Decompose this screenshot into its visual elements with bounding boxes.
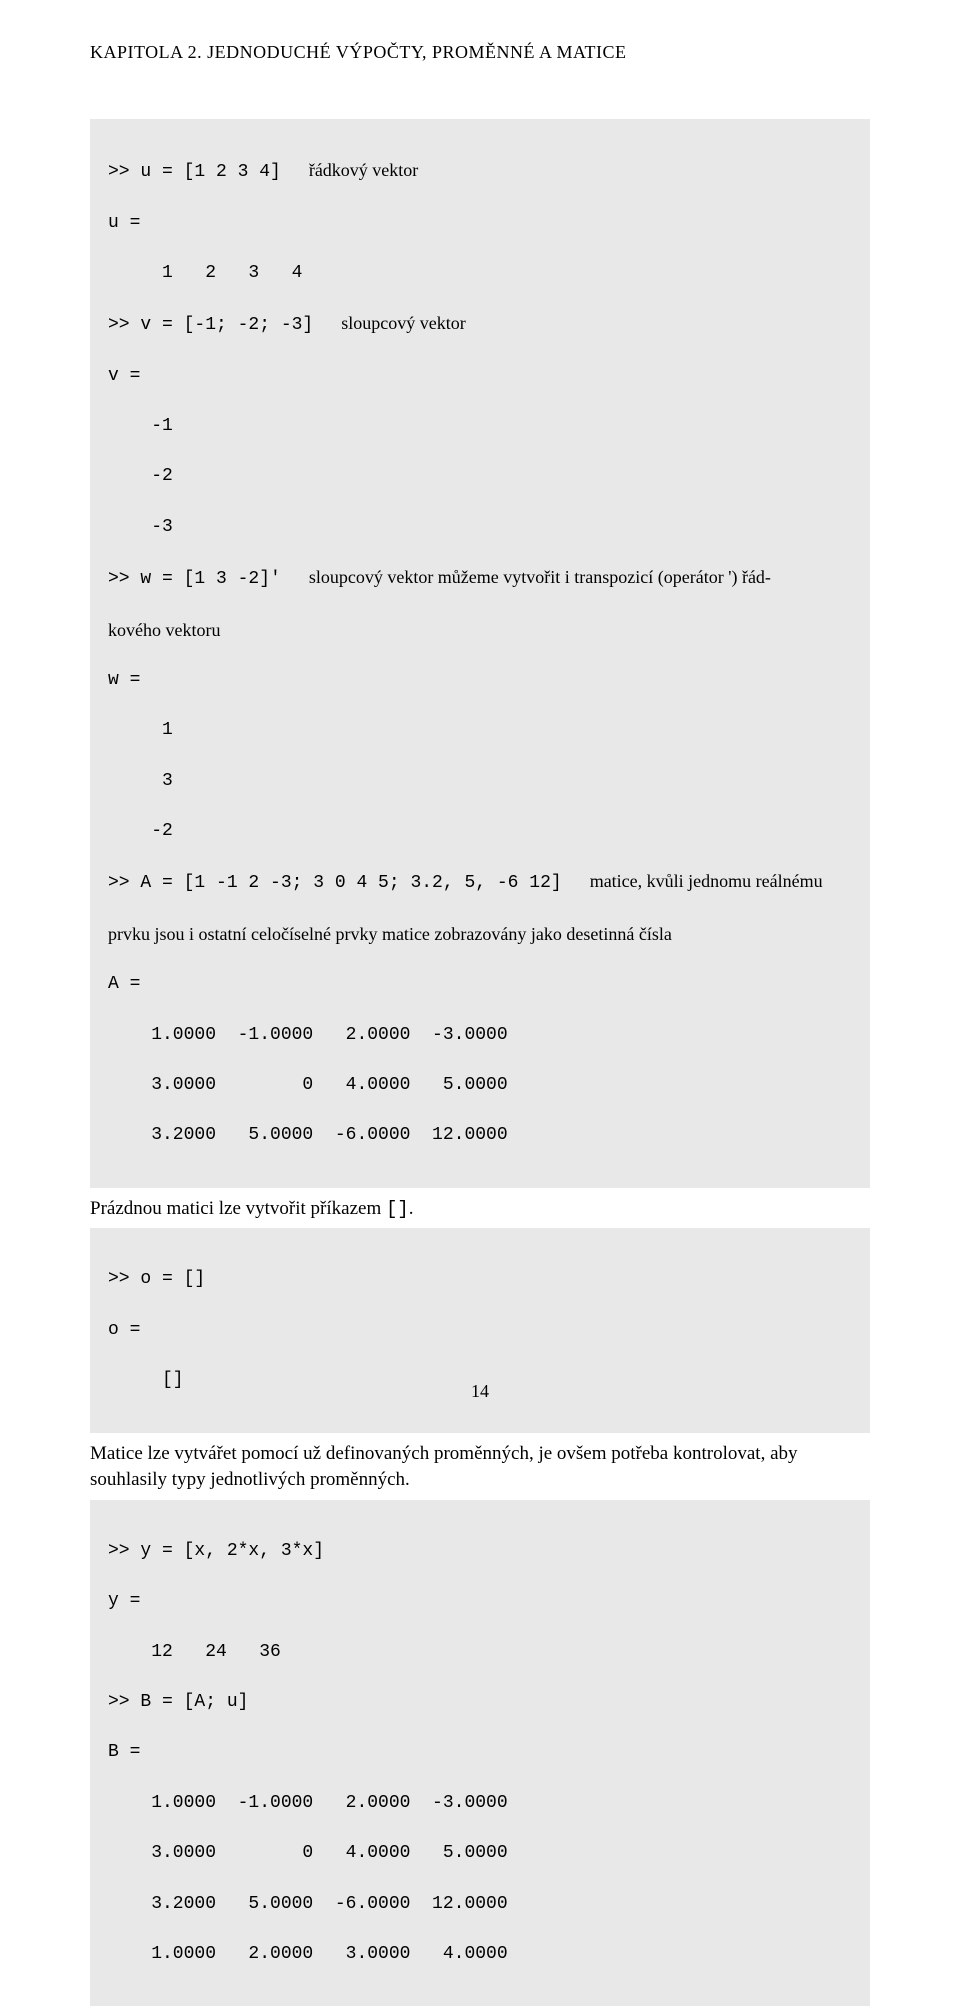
code-comment: sloupcový vektor [313, 311, 465, 336]
code-line: 3.0000 0 4.0000 5.0000 [108, 1073, 852, 1098]
code-line: 1.0000 -1.0000 2.0000 -3.0000 [108, 1023, 852, 1048]
chapter-header: KAPITOLA 2. JEDNODUCHÉ VÝPOČTY, PROMĚNNÉ… [90, 42, 870, 63]
code-line: 1 2 3 4 [108, 261, 852, 286]
code-line: v = [108, 364, 852, 389]
code-line: -3 [108, 515, 852, 540]
code-line: >> w = [1 3 -2]'sloupcový vektor můžeme … [108, 565, 852, 592]
code-line: 3.2000 5.0000 -6.0000 12.0000 [108, 1123, 852, 1148]
code-comment-cont: kového vektoru [108, 618, 852, 643]
para-text: Prázdnou matici lze vytvořit příkazem [90, 1198, 386, 1219]
code-line: 3.0000 0 4.0000 5.0000 [108, 1841, 852, 1866]
code-line: 1.0000 -1.0000 2.0000 -3.0000 [108, 1791, 852, 1816]
code-line: >> B = [A; u] [108, 1690, 852, 1715]
code-text: >> A = [1 -1 2 -3; 3 0 4 5; 3.2, 5, -6 1… [108, 871, 562, 896]
code-text: >> w = [1 3 -2]' [108, 567, 281, 592]
code-line: 1 [108, 718, 852, 743]
code-line: -1 [108, 414, 852, 439]
code-line: y = [108, 1589, 852, 1614]
code-comment: řádkový vektor [281, 158, 418, 183]
code-line: -2 [108, 819, 852, 844]
code-line: >> u = [1 2 3 4]řádkový vektor [108, 158, 852, 185]
inline-code: [] [386, 1198, 409, 1220]
page-number: 14 [0, 1381, 960, 1402]
code-line: >> A = [1 -1 2 -3; 3 0 4 5; 3.2, 5, -6 1… [108, 869, 852, 896]
code-line: A = [108, 972, 852, 997]
para-text: . [409, 1198, 414, 1219]
code-block-3: >> y = [x, 2*x, 3*x] y = 12 24 36 >> B =… [90, 1500, 870, 2006]
code-line: w = [108, 668, 852, 693]
code-line: 3 [108, 769, 852, 794]
code-text: >> v = [-1; -2; -3] [108, 313, 313, 338]
code-line: 12 24 36 [108, 1640, 852, 1665]
code-line: o = [108, 1318, 852, 1343]
code-comment: sloupcový vektor můžeme vytvořit i trans… [281, 565, 771, 590]
code-line: >> v = [-1; -2; -3]sloupcový vektor [108, 311, 852, 338]
code-block-1: >> u = [1 2 3 4]řádkový vektor u = 1 2 3… [90, 119, 870, 1188]
code-comment: matice, kvůli jednomu reálnému [562, 869, 823, 894]
code-line: 1.0000 2.0000 3.0000 4.0000 [108, 1942, 852, 1967]
code-text: >> u = [1 2 3 4] [108, 160, 281, 185]
code-line: B = [108, 1740, 852, 1765]
code-comment-cont: prvku jsou i ostatní celočíselné prvky m… [108, 922, 852, 947]
code-line: 3.2000 5.0000 -6.0000 12.0000 [108, 1892, 852, 1917]
code-line: >> y = [x, 2*x, 3*x] [108, 1539, 852, 1564]
code-line: u = [108, 211, 852, 236]
paragraph-2: Matice lze vytvářet pomocí už definovaný… [90, 1441, 870, 1494]
code-line: >> o = [] [108, 1267, 852, 1292]
paragraph-1: Prázdnou matici lze vytvořit příkazem []… [90, 1196, 870, 1223]
code-line: -2 [108, 464, 852, 489]
